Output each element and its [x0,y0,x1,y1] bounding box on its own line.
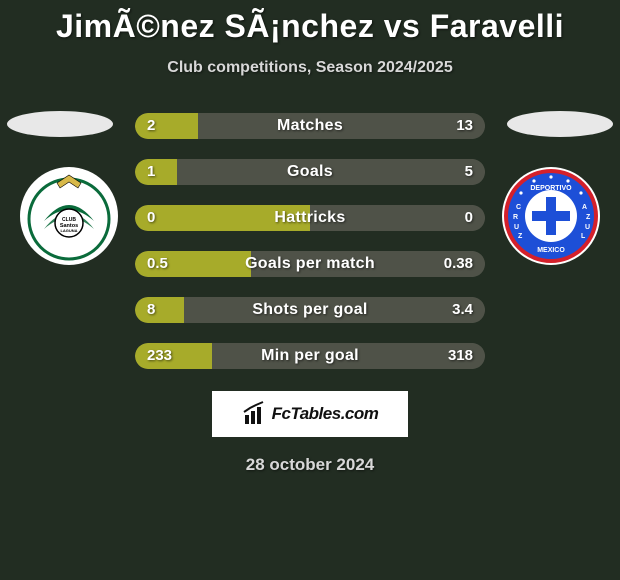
date-line: 28 october 2024 [0,455,620,475]
svg-text:A: A [582,204,587,211]
svg-text:L: L [581,233,586,240]
player-right-silhouette [507,111,613,137]
bar-value-right: 3.4 [452,297,473,323]
page-title: JimÃ©nez SÃ¡nchez vs Faravelli [0,0,620,45]
stat-row: Goals per match0.5 0.38 [135,251,485,277]
santos-laguna-icon: CLUB Santos LAGUNA [24,171,114,261]
comparison-area: CLUB Santos LAGUNA DEPORTIVO MEXICO CR U… [0,113,620,369]
bar-label: Hattricks [135,205,485,231]
svg-text:R: R [513,214,518,221]
bar-label: Goals per match [135,251,485,277]
bar-value-right: 5 [465,159,473,185]
bar-value-left: 2 [147,113,155,139]
svg-text:MEXICO: MEXICO [537,247,565,254]
club-badge-left: CLUB Santos LAGUNA [20,167,118,265]
club-badge-right: DEPORTIVO MEXICO CR UZ AZ UL [502,167,600,265]
subtitle: Club competitions, Season 2024/2025 [0,59,620,77]
svg-text:U: U [585,224,590,231]
bar-label: Goals [135,159,485,185]
svg-text:Z: Z [586,214,591,221]
bar-value-right: 0 [465,205,473,231]
stat-row: Shots per goal8 3.4 [135,297,485,323]
bar-value-left: 8 [147,297,155,323]
bar-label: Min per goal [135,343,485,369]
bar-value-left: 233 [147,343,172,369]
stat-bars: Matches2 13 Goals1 5 Hattricks0 0 Goals per ma… [135,113,485,369]
brand-text: FcTables.com [272,404,379,424]
bar-value-left: 1 [147,159,155,185]
bar-value-right: 318 [448,343,473,369]
stat-row: Hattricks0 0 [135,205,485,231]
stat-row: Min per goal233 318 [135,343,485,369]
bar-value-right: 13 [456,113,473,139]
player-left-silhouette [7,111,113,137]
svg-text:DEPORTIVO: DEPORTIVO [530,185,572,192]
bar-label: Shots per goal [135,297,485,323]
bar-value-left: 0.5 [147,251,168,277]
brand-box: FcTables.com [212,391,408,437]
svg-text:LAGUNA: LAGUNA [60,228,77,233]
chart-icon [242,401,268,427]
svg-text:C: C [516,204,521,211]
svg-text:Z: Z [518,233,523,240]
stat-row: Matches2 13 [135,113,485,139]
svg-text:U: U [514,224,519,231]
bar-label: Matches [135,113,485,139]
bar-value-left: 0 [147,205,155,231]
cruz-azul-icon: DEPORTIVO MEXICO CR UZ AZ UL [504,169,598,263]
bar-value-right: 0.38 [444,251,473,277]
stat-row: Goals1 5 [135,159,485,185]
